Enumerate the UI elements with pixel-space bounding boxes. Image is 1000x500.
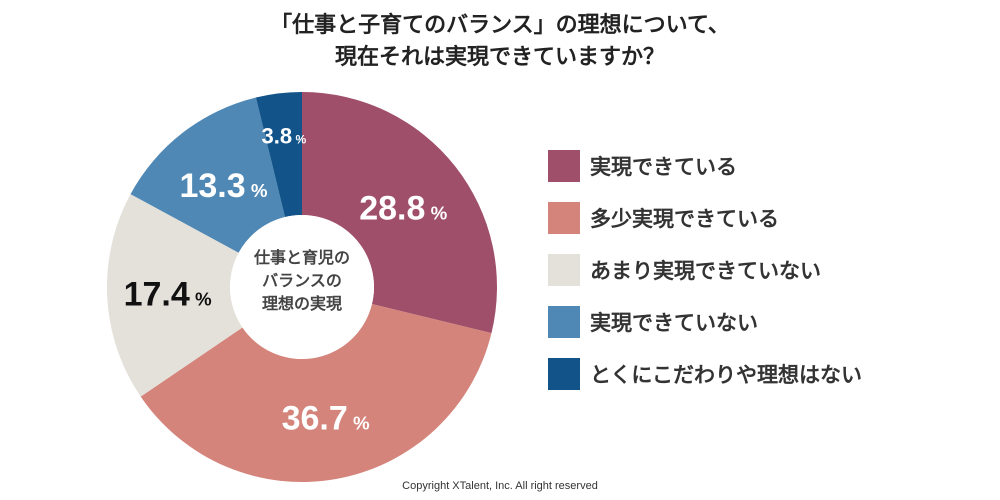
data-label: 17.4 % <box>124 276 212 314</box>
donut-hole <box>230 215 374 359</box>
title-line-2: 現在それは実現できていますか？ <box>334 45 665 70</box>
copyright: Copyright XTalent, Inc. All right reserv… <box>402 480 598 492</box>
title-line-1: 「仕事と子育てのバランス」の理想について、 <box>270 13 730 38</box>
slice-0 <box>302 92 497 334</box>
center-label: 仕事と育児の バランスの 理想の実現 <box>232 246 372 315</box>
legend-label: 多少実現できている <box>590 207 779 231</box>
center-label-line: バランスの <box>262 271 342 290</box>
legend-swatch <box>548 202 580 234</box>
legend-swatch <box>548 306 580 338</box>
legend-item: 実現できていない <box>548 296 862 348</box>
slice-3 <box>130 97 285 253</box>
slice-2 <box>107 194 243 397</box>
slice-4 <box>255 92 302 218</box>
legend-swatch <box>548 254 580 286</box>
data-label: 36.7 % <box>282 399 370 437</box>
slice-1 <box>140 304 492 482</box>
data-label: 3.8 % <box>262 124 307 149</box>
legend-item: あまり実現できていない <box>548 244 862 296</box>
legend-label: 実現できている <box>590 155 737 179</box>
legend-label: とくにこだわりや理想はない <box>590 363 862 387</box>
legend-swatch <box>548 150 580 182</box>
legend-item: 多少実現できている <box>548 192 862 244</box>
legend-swatch <box>548 358 580 390</box>
data-label: 13.3 % <box>179 167 267 205</box>
legend-label: あまり実現できていない <box>590 259 821 283</box>
center-label-line: 理想の実現 <box>261 294 342 313</box>
center-label-line: 仕事と育児の <box>253 248 350 267</box>
legend-item: 実現できている <box>548 140 862 192</box>
legend: 実現できている 多少実現できている あまり実現できていない 実現できていない と… <box>548 140 862 400</box>
legend-label: 実現できていない <box>590 311 758 335</box>
data-label: 28.8 % <box>359 189 447 227</box>
chart-title: 「仕事と子育てのバランス」の理想について、 現在それは実現できていますか？ <box>0 10 1000 74</box>
legend-item: とくにこだわりや理想はない <box>548 348 862 400</box>
